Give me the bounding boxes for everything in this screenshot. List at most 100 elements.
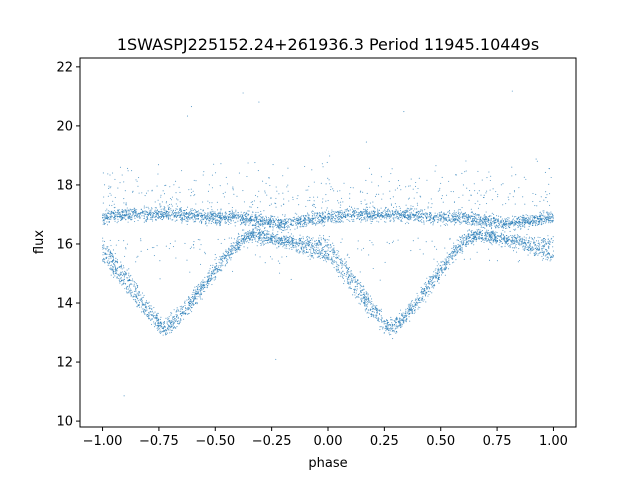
data-point <box>229 217 232 219</box>
data-point <box>534 216 536 218</box>
data-point <box>164 208 166 210</box>
data-point <box>303 240 305 243</box>
data-point <box>285 221 287 223</box>
data-point <box>543 217 545 219</box>
data-point <box>307 251 309 253</box>
data-point <box>372 212 374 214</box>
data-point <box>471 220 473 222</box>
data-point <box>326 239 328 241</box>
data-point <box>148 208 150 210</box>
data-point <box>490 220 492 222</box>
data-point <box>509 222 511 224</box>
data-point <box>526 219 528 221</box>
data-point <box>103 220 105 222</box>
data-point <box>482 218 484 220</box>
data-point <box>136 283 138 285</box>
data-point <box>169 218 171 220</box>
data-point <box>244 217 247 220</box>
data-point <box>538 243 540 245</box>
data-point <box>290 218 292 220</box>
data-point <box>406 307 409 310</box>
data-point <box>281 220 283 222</box>
data-point <box>109 214 111 216</box>
data-point <box>302 216 305 218</box>
data-point <box>322 214 324 216</box>
data-point <box>151 218 153 220</box>
data-point <box>397 211 399 213</box>
data-point <box>137 216 139 218</box>
data-point <box>105 218 107 220</box>
data-point <box>427 286 430 288</box>
data-point <box>448 217 450 219</box>
data-point <box>400 219 402 221</box>
data-point <box>156 316 158 318</box>
data-point <box>550 211 552 213</box>
data-point <box>471 211 473 213</box>
data-point <box>160 210 162 212</box>
data-point <box>517 225 519 227</box>
data-point <box>181 212 183 214</box>
data-point <box>518 216 520 219</box>
data-point <box>272 229 274 231</box>
data-point <box>433 221 435 223</box>
data-point <box>163 216 165 218</box>
data-point <box>269 217 272 219</box>
data-point <box>158 216 161 218</box>
data-point <box>401 214 404 216</box>
data-point <box>194 219 196 221</box>
data-point <box>249 223 251 225</box>
data-point <box>519 225 521 227</box>
data-point <box>441 216 443 218</box>
data-point <box>214 273 216 275</box>
data-point <box>117 212 119 214</box>
data-point <box>420 286 422 289</box>
data-point <box>228 223 230 226</box>
data-point <box>526 220 528 222</box>
data-point <box>516 217 518 220</box>
data-point <box>404 217 406 219</box>
data-point <box>394 325 396 327</box>
data-point <box>330 214 333 216</box>
data-point <box>534 224 537 226</box>
data-point <box>232 247 234 250</box>
data-point <box>397 217 400 219</box>
data-point <box>408 303 410 305</box>
data-point <box>192 219 194 221</box>
data-point <box>197 215 199 217</box>
data-point <box>250 220 252 222</box>
data-point <box>493 219 495 221</box>
data-point <box>377 215 380 217</box>
data-point <box>300 215 302 218</box>
data-point <box>214 212 216 214</box>
data-point <box>446 262 448 264</box>
data-point <box>448 209 451 212</box>
data-point <box>366 218 368 220</box>
data-point <box>545 217 548 219</box>
data-point <box>285 222 287 224</box>
data-point <box>545 243 548 245</box>
data-point <box>386 216 388 218</box>
data-point <box>194 292 196 294</box>
data-point <box>360 211 362 213</box>
data-point <box>546 211 548 213</box>
data-point <box>167 218 169 220</box>
data-point <box>334 250 336 252</box>
data-point <box>246 221 248 223</box>
data-point <box>279 218 282 221</box>
data-point <box>430 214 432 216</box>
data-point <box>495 234 497 236</box>
data-point <box>521 221 523 223</box>
data-point <box>485 216 487 218</box>
data-point <box>374 207 376 209</box>
data-point <box>204 212 206 214</box>
data-point <box>428 288 431 290</box>
data-point <box>378 221 380 223</box>
data-point <box>270 218 272 220</box>
data-point <box>218 215 221 217</box>
data-point <box>386 322 388 324</box>
data-point <box>195 210 197 212</box>
data-point <box>367 214 369 217</box>
data-point <box>272 215 274 217</box>
data-point <box>120 215 122 218</box>
data-point <box>241 223 243 225</box>
